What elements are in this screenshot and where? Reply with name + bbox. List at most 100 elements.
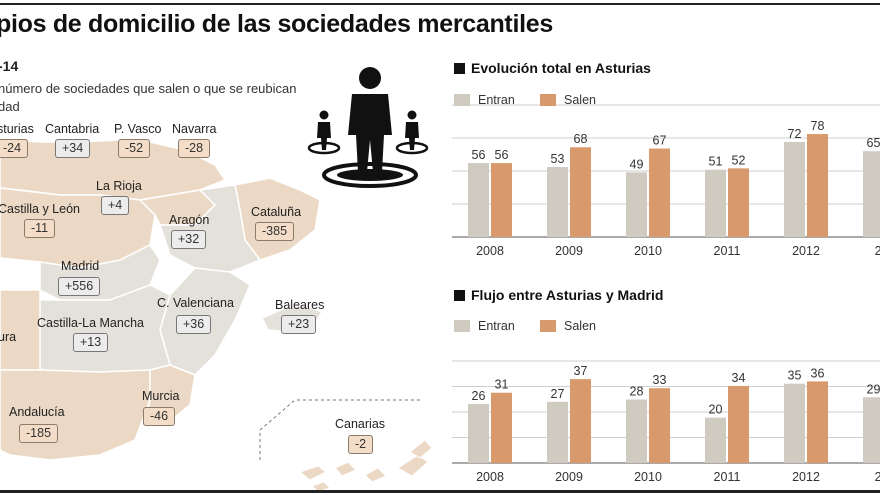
- region-name-murcia: Murcia: [142, 389, 180, 403]
- bar-salen-2008: [491, 163, 512, 237]
- bar-salen-2008: [491, 392, 512, 463]
- chart1-title-text: Evolución total en Asturias: [471, 60, 651, 76]
- bar-entran-2012: [784, 141, 805, 237]
- data-label-entran-2008: 56: [472, 148, 486, 162]
- bar-entran-2008: [468, 404, 489, 463]
- region-value-baleares: +23: [281, 315, 317, 334]
- bar-salen-2011: [728, 385, 749, 463]
- data-label-salen-2012: 78: [811, 119, 825, 133]
- bar-entran-2010: [626, 172, 647, 237]
- x-tick-label-2009: 2009: [555, 244, 583, 258]
- data-label-entran-201: 65: [867, 136, 880, 150]
- region-name-madrid: Madrid: [61, 259, 100, 273]
- data-label-entran-2009: 27: [551, 387, 565, 401]
- data-label-entran-2012: 35: [788, 369, 802, 383]
- region-name-pvasco: P. Vasco: [114, 122, 162, 136]
- bar-salen-2011: [728, 168, 749, 237]
- bar-salen-2012: [807, 381, 828, 463]
- chart2-legend-salen: Salen: [540, 319, 596, 333]
- data-label-salen-2009: 68: [574, 132, 588, 146]
- region-name-extremadura: ura: [0, 330, 17, 344]
- region-value-cantabria: +34: [55, 139, 91, 158]
- people-icon: [307, 67, 429, 188]
- period-label: -14: [0, 58, 19, 74]
- region-name-larioja: La Rioja: [96, 179, 142, 193]
- region-name-castillamancha: Castilla-La Mancha: [37, 316, 144, 330]
- title-square-icon: [454, 63, 465, 74]
- x-tick-label-201: 201: [875, 470, 880, 484]
- x-tick-label-2010: 2010: [634, 470, 662, 484]
- page-title: pios de domicilio de las sociedades merc…: [0, 10, 553, 38]
- bottom-rule: [0, 490, 880, 493]
- chart2-title: Flujo entre Asturias y Madrid: [454, 287, 663, 303]
- data-label-salen-2009: 37: [574, 364, 588, 378]
- data-label-salen-2011: 52: [732, 153, 746, 167]
- bar-entran-2009: [547, 401, 568, 463]
- chart1-legend-entran: Entran: [454, 93, 515, 107]
- chart1-legend-salen: Salen: [540, 93, 596, 107]
- region-name-canarias: Canarias: [335, 417, 386, 431]
- bar-salen-2012: [807, 134, 828, 237]
- data-label-entran-201: 29: [867, 382, 880, 396]
- region-value-valenciana: +36: [176, 315, 212, 334]
- title-square-icon: [454, 290, 465, 301]
- chart1-title: Evolución total en Asturias: [454, 60, 651, 76]
- region-value-navarra: -28: [178, 139, 211, 158]
- data-label-salen-2010: 33: [653, 373, 667, 387]
- region-value-larioja: +4: [101, 196, 130, 215]
- data-label-entran-2009: 53: [551, 152, 565, 166]
- legend-swatch-salen: [540, 320, 556, 332]
- chart2-legend-entran: Entran: [454, 319, 515, 333]
- region-value-murcia: -46: [143, 407, 176, 426]
- legend-label-entran: Entran: [478, 93, 515, 107]
- x-tick-label-2010: 2010: [634, 244, 662, 258]
- x-tick-label-2011: 2011: [714, 244, 741, 258]
- bar-salen-2010: [649, 388, 670, 463]
- data-label-entran-2011: 51: [709, 155, 723, 169]
- data-label-entran-2010: 49: [630, 157, 644, 171]
- region-value-castillamancha: +13: [73, 333, 109, 352]
- x-tick-label-2011: 2011: [714, 470, 741, 484]
- data-label-salen-2012: 36: [811, 366, 825, 380]
- legend-swatch-salen: [540, 94, 556, 106]
- x-tick-label-201: 201: [875, 244, 880, 258]
- region-name-asturias: sturias: [0, 122, 34, 136]
- region-value-cataluna: -385: [255, 222, 295, 241]
- legend-label-salen: Salen: [564, 93, 596, 107]
- x-tick-label-2012: 2012: [792, 244, 820, 258]
- region-name-cantabria: Cantabria: [45, 122, 100, 136]
- region-value-madrid: +556: [58, 277, 101, 296]
- data-label-salen-2008: 56: [495, 148, 509, 162]
- region-name-aragon: Aragón: [169, 213, 210, 227]
- legend-label-entran: Entran: [478, 319, 515, 333]
- x-tick-label-2008: 2008: [476, 470, 504, 484]
- region-value-pvasco: -52: [118, 139, 151, 158]
- x-tick-label-2012: 2012: [792, 470, 820, 484]
- top-rule: [0, 3, 880, 5]
- region-name-castillaleon: Castilla y León: [0, 202, 80, 216]
- bar-entran-2011: [705, 417, 726, 463]
- data-label-entran-2012: 72: [788, 127, 802, 141]
- bar-entran-2010: [626, 399, 647, 463]
- region-name-valenciana: C. Valenciana: [157, 296, 234, 310]
- data-label-salen-2011: 34: [732, 371, 746, 385]
- bar-entran-2008: [468, 163, 489, 237]
- region-value-andalucia: -185: [19, 424, 59, 443]
- description-text: número de sociedades que salen o que se …: [0, 81, 297, 114]
- legend-swatch-entran: [454, 320, 470, 332]
- bar-salen-2010: [649, 148, 670, 237]
- x-tick-label-2009: 2009: [555, 470, 583, 484]
- region-value-canarias: -2: [348, 435, 374, 454]
- canarias-islands: [298, 439, 433, 493]
- bar-entran-2009: [547, 167, 568, 237]
- data-label-salen-2010: 67: [653, 134, 667, 148]
- x-tick-label-2008: 2008: [476, 244, 504, 258]
- bar-entran-201: [863, 397, 880, 463]
- bar-salen-2009: [570, 147, 591, 237]
- region-name-baleares: Baleares: [275, 298, 325, 312]
- region-value-aragon: +32: [171, 230, 207, 249]
- bar-salen-2009: [570, 379, 591, 463]
